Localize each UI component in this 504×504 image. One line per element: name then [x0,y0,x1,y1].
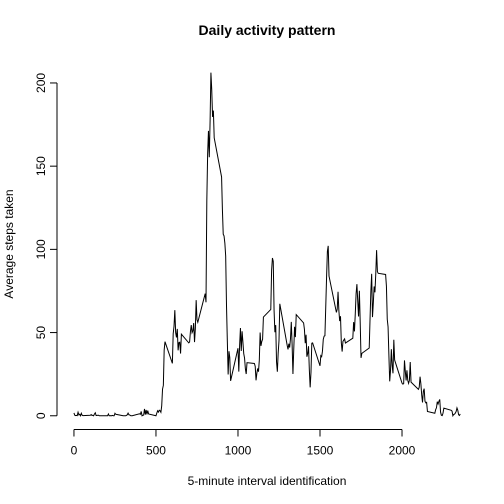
y-tick-label: 0 [34,412,48,419]
x-tick-label: 0 [71,444,78,458]
data-line [73,72,461,418]
x-tick-label: 2000 [389,444,416,458]
y-tick-label: 150 [34,156,48,176]
x-axis-label: 5-minute interval identification [188,474,347,488]
y-tick-label: 200 [34,73,48,93]
y-axis-label: Average steps taken [2,189,16,298]
x-tick-label: 1000 [225,444,252,458]
x-tick-label: 500 [146,444,166,458]
chart-title: Daily activity pattern [199,22,336,38]
y-tick-label: 100 [34,239,48,259]
x-tick-label: 1500 [307,444,334,458]
y-tick-label: 50 [34,326,48,340]
